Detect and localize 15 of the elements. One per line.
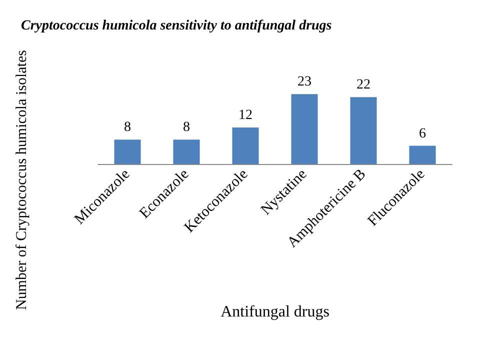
- bar: [291, 94, 318, 164]
- data-label: 22: [356, 78, 370, 93]
- data-label: 6: [419, 126, 426, 142]
- y-axis-title: Number of Cryptococcus humicola isolates: [14, 50, 30, 310]
- bar: [350, 97, 377, 164]
- bar: [114, 140, 141, 164]
- data-label: 8: [183, 120, 190, 136]
- bar: [173, 140, 200, 164]
- data-label: 23: [298, 74, 312, 90]
- x-axis-title: Antifungal drugs: [220, 304, 330, 320]
- data-label: 12: [238, 108, 252, 124]
- bar: [232, 128, 259, 164]
- data-label: 8: [124, 120, 131, 136]
- chart-title: Cryptococcus humicola sensitivity to antifungal drugs: [21, 18, 332, 34]
- bar: [409, 146, 436, 164]
